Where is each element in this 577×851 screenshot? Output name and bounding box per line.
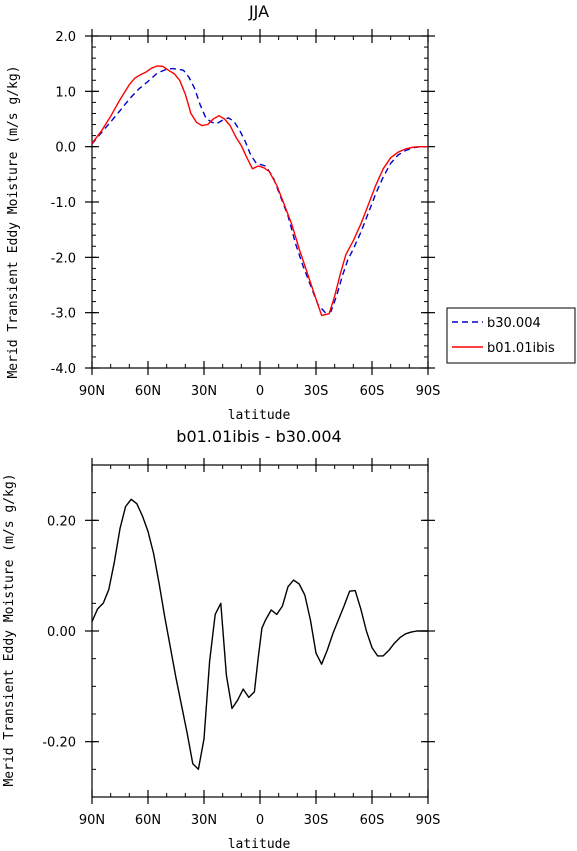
top-y-ticks: 2.0 1.0 0.0 -1.0 -2.0 -3.0 -4.0 [51, 30, 435, 377]
top-y-tick-label: -2.0 [51, 251, 76, 266]
bottom-x-tick-label: 0 [256, 813, 264, 828]
top-x-tick-label: 90S [416, 384, 441, 399]
top-x-tick-label: 90N [79, 384, 105, 399]
top-y-tick-label: 0.0 [55, 141, 76, 156]
top-y-tick-label: -1.0 [51, 196, 76, 211]
top-y-axis-title: Merid Transient Eddy Moisture (m/s g/kg) [6, 65, 21, 378]
bottom-y-ticks: 0.20 0.00 -0.20 [42, 464, 435, 798]
legend: b30.004 b01.01ibis [446, 307, 576, 364]
top-panel: JJA 2.0 1.0 0.0 -1.0 -2.0 -3.0 -4.0 90N 60N 30N 0… [6, 2, 576, 423]
top-y-tick-label: -3.0 [51, 307, 76, 322]
top-x-axis-title: latitude [228, 408, 291, 423]
top-x-tick-label: 0 [256, 384, 264, 399]
bottom-x-tick-label: 60S [360, 813, 385, 828]
bottom-x-tick-label: 30S [304, 813, 329, 828]
top-y-tick-label: 2.0 [55, 30, 76, 45]
top-chart-title: JJA [248, 2, 269, 21]
top-x-tick-label: 60S [360, 384, 385, 399]
bottom-y-tick-label: -0.20 [42, 736, 76, 751]
bottom-x-ticks: 90N 60N 30N 0 30S 60S 90S [79, 458, 441, 828]
legend-label-b01-01ibis: b01.01ibis [487, 341, 555, 356]
top-x-tick-label: 30N [191, 384, 217, 399]
top-x-ticks: 90N 60N 30N 0 30S 60S 90S [79, 29, 441, 399]
bottom-y-tick-label: 0.00 [47, 625, 76, 640]
legend-label-b30-004: b30.004 [487, 316, 541, 331]
bottom-series-line-0 [91, 498, 428, 770]
bottom-chart-title: b01.01ibis - b30.004 [176, 427, 341, 446]
bottom-x-axis-title: latitude [228, 837, 291, 851]
legend-box [446, 307, 576, 364]
top-series-line-1 [91, 65, 428, 317]
bottom-x-tick-label: 90S [416, 813, 441, 828]
bottom-series-lines [91, 498, 428, 770]
bottom-x-tick-label: 30N [191, 813, 217, 828]
bottom-x-tick-label: 90N [79, 813, 105, 828]
bottom-x-tick-label: 60N [135, 813, 161, 828]
bottom-y-axis-title: Merid Transient Eddy Moisture (m/s g/kg) [2, 473, 17, 786]
top-plot-frame [91, 35, 429, 369]
top-y-tick-label: 1.0 [55, 85, 76, 100]
top-x-tick-label: 60N [135, 384, 161, 399]
bottom-panel: b01.01ibis - b30.004 0.20 0.00 -0.20 90N 60… [2, 427, 440, 851]
bottom-y-tick-label: 0.20 [47, 514, 76, 529]
top-series-lines [91, 65, 428, 317]
top-x-tick-label: 30S [304, 384, 329, 399]
top-y-tick-label: -4.0 [51, 362, 76, 377]
top-series-line-0 [91, 67, 428, 314]
